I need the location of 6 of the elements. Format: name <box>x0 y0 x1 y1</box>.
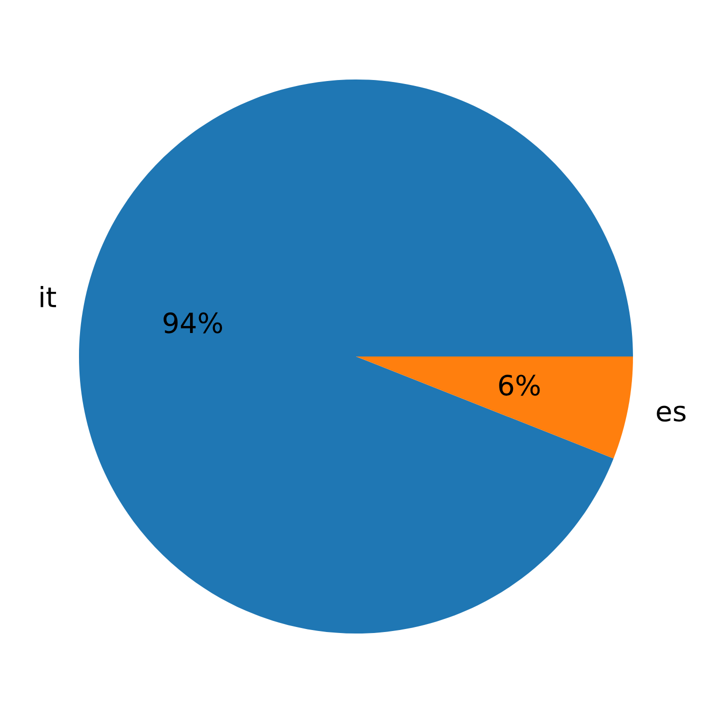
pie-slice <box>356 356 633 458</box>
data-label: 94% <box>164 312 222 334</box>
slice-label: it <box>40 286 56 308</box>
data-label: 6% <box>499 374 540 396</box>
slice-label: es <box>656 406 686 422</box>
pie-slice <box>79 80 633 634</box>
